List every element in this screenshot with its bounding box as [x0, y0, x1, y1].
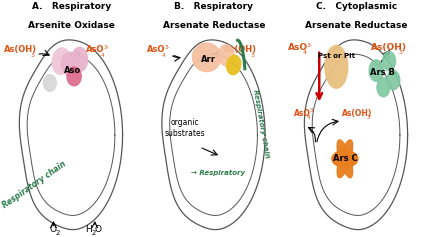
- Ellipse shape: [337, 140, 353, 178]
- Text: 2: 2: [92, 230, 96, 237]
- Text: B.   Respiratory: B. Respiratory: [174, 2, 253, 11]
- Ellipse shape: [387, 71, 400, 90]
- Ellipse shape: [227, 55, 241, 75]
- Ellipse shape: [193, 43, 221, 72]
- Ellipse shape: [377, 78, 390, 97]
- Text: Arsenate Reductase: Arsenate Reductase: [305, 21, 407, 30]
- Text: 3-: 3-: [306, 43, 312, 48]
- Text: Ars C: Ars C: [333, 154, 357, 163]
- Text: As(OH): As(OH): [371, 43, 407, 52]
- Text: 3: 3: [250, 53, 254, 58]
- Ellipse shape: [337, 140, 353, 178]
- Text: AsO: AsO: [86, 45, 104, 54]
- Text: Respiratory chain: Respiratory chain: [1, 160, 68, 210]
- Text: 2: 2: [56, 230, 60, 237]
- Text: AsO: AsO: [147, 45, 165, 54]
- Ellipse shape: [61, 52, 81, 76]
- Text: AsO: AsO: [288, 43, 308, 52]
- Polygon shape: [162, 40, 265, 230]
- Text: → Respiratory: → Respiratory: [191, 170, 245, 176]
- Ellipse shape: [44, 75, 56, 91]
- Text: As(OH): As(OH): [4, 45, 37, 54]
- Text: C.   Cytoplasmic: C. Cytoplasmic: [316, 2, 397, 11]
- Text: H: H: [86, 225, 92, 234]
- Text: organic
substrates: organic substrates: [165, 118, 205, 138]
- Text: 3-: 3-: [104, 45, 110, 50]
- Ellipse shape: [332, 150, 358, 167]
- Text: A.   Respiratory: A. Respiratory: [32, 2, 111, 11]
- Text: AsO: AsO: [294, 109, 310, 118]
- Polygon shape: [304, 40, 407, 230]
- Text: Pst or Pit: Pst or Pit: [318, 53, 355, 59]
- Text: 3: 3: [398, 50, 402, 55]
- Text: Arr: Arr: [201, 55, 216, 64]
- Text: 4: 4: [101, 53, 104, 58]
- Text: 4: 4: [162, 53, 165, 58]
- Text: O: O: [50, 225, 57, 234]
- Text: 3-: 3-: [310, 108, 315, 114]
- Text: As(OH): As(OH): [342, 109, 372, 118]
- Text: 3: 3: [367, 115, 371, 120]
- Text: Ars B: Ars B: [369, 68, 394, 77]
- Text: As(OH): As(OH): [224, 45, 257, 54]
- Ellipse shape: [383, 52, 395, 71]
- Text: 3-: 3-: [165, 45, 170, 50]
- Ellipse shape: [369, 60, 383, 81]
- Ellipse shape: [325, 46, 348, 88]
- Text: 4: 4: [307, 115, 311, 120]
- Ellipse shape: [67, 67, 81, 86]
- Ellipse shape: [52, 48, 71, 74]
- Text: Respiratory chain: Respiratory chain: [252, 88, 270, 158]
- Ellipse shape: [332, 150, 358, 167]
- Text: O: O: [95, 225, 101, 234]
- Text: Aso: Aso: [64, 66, 81, 75]
- Text: Arsenite Oxidase: Arsenite Oxidase: [28, 21, 115, 30]
- Polygon shape: [19, 40, 122, 230]
- Ellipse shape: [219, 45, 235, 66]
- Text: Arsenate Reductase: Arsenate Reductase: [163, 21, 265, 30]
- Text: 3: 3: [31, 53, 35, 58]
- Ellipse shape: [72, 47, 88, 71]
- Text: 4: 4: [303, 50, 307, 55]
